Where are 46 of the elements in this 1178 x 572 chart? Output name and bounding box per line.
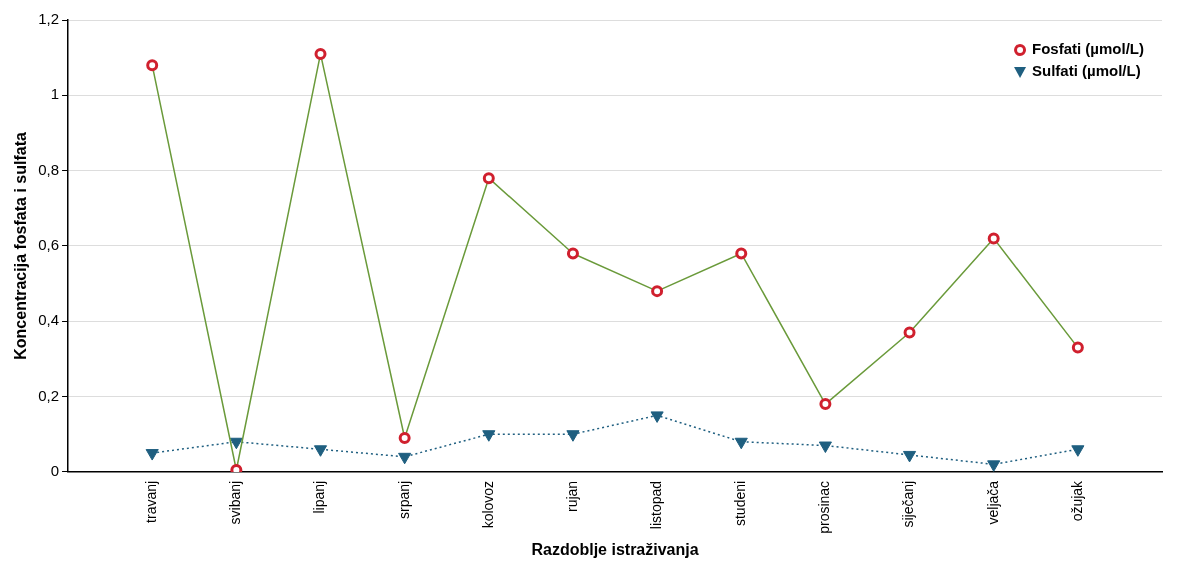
x-tick-label: ožujak: [1068, 479, 1085, 522]
point: [651, 285, 664, 298]
legend-label: Fosfati (µmol/L): [1032, 40, 1144, 58]
point: [987, 232, 1000, 245]
x-tick-label: listopad: [647, 480, 664, 530]
y-tick-label: 0,8: [38, 160, 60, 178]
point: [735, 247, 748, 260]
point: [566, 247, 579, 260]
point: [650, 411, 664, 423]
point: [482, 430, 496, 442]
x-tick-label: studeni: [732, 480, 749, 527]
point: [398, 431, 411, 444]
point: [566, 430, 580, 442]
point: [229, 437, 243, 450]
x-tick-label: svibanj: [227, 480, 244, 525]
point: [902, 450, 917, 463]
y-tick-label: 1,2: [38, 10, 60, 28]
y-tick-label: 0,6: [38, 236, 60, 254]
x-axis-title: Razdoblje istraživanja: [531, 540, 699, 558]
x-tick-label: srpanj: [395, 480, 412, 520]
y-tick-label: 0,2: [38, 386, 60, 404]
point: [818, 441, 832, 454]
point: [145, 449, 159, 461]
x-tick-label: siječanj: [900, 480, 917, 528]
x-tick-label: prosinac: [816, 480, 833, 534]
x-tick-label: travanj: [143, 480, 160, 523]
y-axis-title: Koncentracija fosfata i sulfata: [12, 132, 30, 360]
point: [398, 452, 412, 465]
point: [146, 59, 159, 72]
point: [987, 460, 1001, 472]
legend-label: Sulfati (µmol/L): [1032, 62, 1141, 80]
x-tick-label: kolovoz: [479, 480, 496, 529]
point: [482, 172, 495, 185]
point: [819, 398, 832, 411]
x-tick-label: veljača: [984, 480, 1001, 525]
x-tick-label: rujan: [563, 480, 580, 513]
x-tick-label: lipanj: [311, 480, 328, 514]
y-tick-label: 1: [50, 85, 60, 103]
point: [734, 437, 748, 450]
point: [903, 326, 916, 339]
point: [314, 47, 327, 60]
y-tick-label: 0,4: [38, 311, 60, 329]
point: [1071, 445, 1085, 457]
point: [1071, 341, 1084, 354]
y-tick-label: 0: [50, 462, 60, 480]
point: [313, 445, 328, 457]
